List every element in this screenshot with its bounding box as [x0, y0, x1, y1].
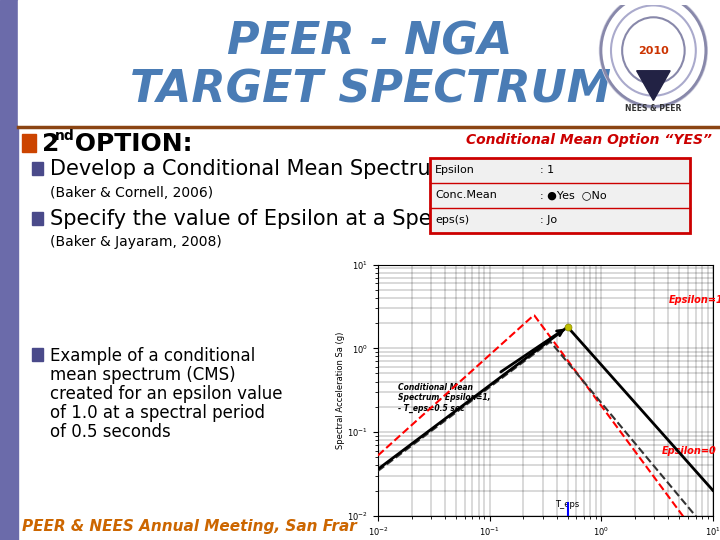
Text: 2: 2 [42, 132, 59, 156]
Text: : ●Yes  ○No: : ●Yes ○No [540, 190, 607, 200]
Text: 2010: 2010 [638, 45, 669, 56]
Text: Develop a Conditional Mean Spectrum: Develop a Conditional Mean Spectrum [50, 159, 451, 179]
Text: Example of a conditional: Example of a conditional [50, 347, 256, 365]
Text: : Jo: : Jo [540, 215, 557, 225]
Text: Conditional Mean Option “YES”: Conditional Mean Option “YES” [466, 133, 712, 147]
Polygon shape [636, 71, 670, 100]
Bar [22, 134, 36, 152]
Text: (Baker & Cornell, 2006): (Baker & Cornell, 2006) [50, 186, 213, 200]
Bar [18, 0, 720, 125]
Text: PEER - NGA: PEER - NGA [228, 21, 513, 64]
Text: T_eps: T_eps [556, 500, 580, 509]
Text: mean spectrum (CMS): mean spectrum (CMS) [50, 366, 235, 384]
Text: Specify the value of Epsilon at a Spectral Period: Specify the value of Epsilon at a Spectr… [50, 209, 550, 229]
Text: nd: nd [55, 129, 75, 143]
Text: NEES & PEER: NEES & PEER [625, 104, 682, 113]
Text: Epsilon: Epsilon [435, 165, 475, 175]
Text: Conditional Mean
Spectrum, Epsilon=1,
- T_eps=0.5 sec: Conditional Mean Spectrum, Epsilon=1, - … [397, 383, 490, 413]
Text: of 0.5 seconds: of 0.5 seconds [50, 423, 171, 441]
Text: created for an epsilon value: created for an epsilon value [50, 385, 282, 403]
Bar [0, 0, 18, 540]
Bar [32, 348, 43, 361]
Text: Epsilon=1: Epsilon=1 [668, 295, 720, 305]
Text: PEER & NEES Annual Meeting, San Frar: PEER & NEES Annual Meeting, San Frar [22, 518, 356, 534]
Text: TARGET SPECTRUM: TARGET SPECTRUM [130, 69, 611, 111]
Text: OPTION:: OPTION: [66, 132, 192, 156]
Text: (Baker & Jayaram, 2008): (Baker & Jayaram, 2008) [50, 235, 222, 249]
Text: : 1: : 1 [540, 165, 554, 175]
Bar [32, 212, 43, 225]
Y-axis label: Spectral Acceleration Sa (g): Spectral Acceleration Sa (g) [336, 332, 345, 449]
Bar [32, 162, 43, 175]
Bar [430, 158, 690, 233]
Text: Conc.Mean: Conc.Mean [435, 190, 497, 200]
Text: eps(s): eps(s) [435, 215, 469, 225]
Text: Epsilon=0: Epsilon=0 [662, 446, 716, 456]
Text: of 1.0 at a spectral period: of 1.0 at a spectral period [50, 404, 265, 422]
